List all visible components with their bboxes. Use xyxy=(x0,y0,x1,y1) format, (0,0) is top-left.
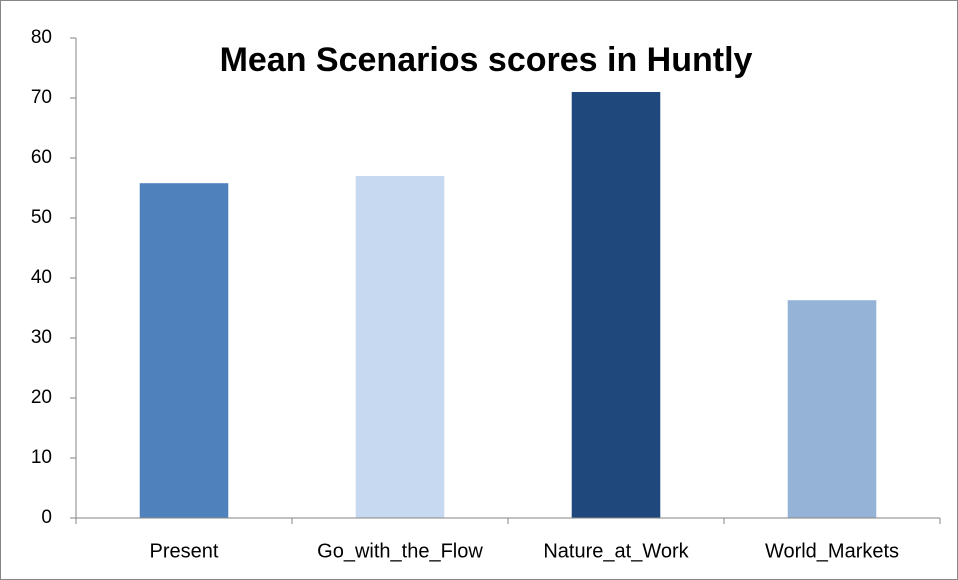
x-tick-label: Nature_at_Work xyxy=(543,540,689,562)
bar xyxy=(571,92,661,518)
y-tick-label: 70 xyxy=(31,87,52,108)
y-tick-label: 40 xyxy=(31,267,52,288)
x-tick-label: Go_with_the_Flow xyxy=(317,540,483,562)
y-tick-label: 50 xyxy=(31,207,52,228)
y-tick-label: 10 xyxy=(31,447,52,468)
y-tick-label: 30 xyxy=(31,327,52,348)
y-tick-label: 80 xyxy=(31,27,52,48)
x-tick-label: World_Markets xyxy=(765,540,899,562)
chart-title: Mean Scenarios scores in Huntly xyxy=(220,41,753,79)
bar xyxy=(355,176,445,518)
y-tick-label: 60 xyxy=(31,147,52,168)
x-tick-label: Present xyxy=(150,540,219,562)
y-tick-label: 20 xyxy=(31,387,52,408)
bar xyxy=(787,300,877,518)
bar xyxy=(139,183,229,518)
y-tick-label: 0 xyxy=(41,507,52,528)
